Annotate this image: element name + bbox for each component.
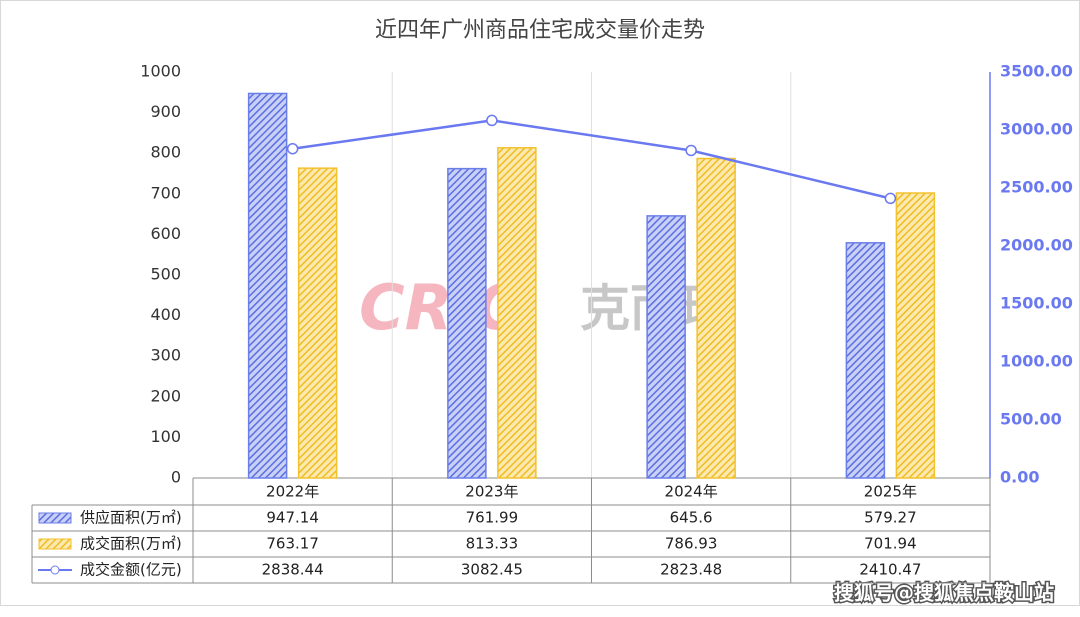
y-tick-label: 700	[150, 183, 181, 202]
legend-label: 供应面积(万㎡)	[80, 509, 182, 527]
bar	[646, 215, 686, 479]
y-tick-label: 1000	[140, 62, 181, 81]
table-cell: 579.27	[864, 509, 917, 527]
line-marker	[486, 114, 498, 127]
y2-tick-label: 500.00	[1000, 410, 1062, 429]
y2-tick-label: 1000.00	[1000, 352, 1073, 371]
x-tick-label: 2025年	[864, 483, 917, 501]
y-tick-label: 500	[150, 265, 181, 284]
table-cell: 763.17	[266, 535, 319, 553]
bar	[696, 157, 736, 479]
x-tick-label: 2024年	[665, 483, 718, 501]
legend-swatch	[38, 512, 72, 524]
bar	[497, 147, 537, 479]
y-tick-label: 600	[150, 224, 181, 243]
bar	[247, 92, 288, 479]
x-tick-label: 2022年	[266, 483, 319, 501]
table-cell: 3082.45	[461, 561, 523, 579]
source: 搜狐号@搜狐焦点鞍山站	[834, 581, 1054, 605]
y2-tick-label: 0.00	[1000, 468, 1039, 487]
table-cell: 2838.44	[262, 561, 324, 579]
y-tick-label: 100	[150, 427, 181, 446]
bar	[297, 167, 338, 479]
line-marker	[286, 142, 299, 155]
y-tick-label: 400	[150, 305, 181, 324]
legend-label: 成交面积(万㎡)	[80, 535, 182, 553]
y2-tick-label: 2000.00	[1000, 236, 1073, 255]
table-cell: 761.99	[466, 509, 519, 527]
y-tick-label: 0	[171, 468, 181, 487]
y2-tick-label: 3000.00	[1000, 120, 1073, 139]
y2-tick-label: 3500.00	[1000, 62, 1073, 81]
table-cell: 2410.47	[859, 561, 921, 579]
chart-title: 近四年广州商品住宅成交量价走势	[375, 18, 705, 43]
watermark: CRIC	[359, 271, 521, 344]
bar	[845, 242, 886, 479]
y-tick-label: 300	[150, 346, 181, 365]
table-cell: 2823.48	[660, 561, 722, 579]
line	[292, 119, 891, 200]
bar	[895, 192, 936, 479]
table-cell: 645.6	[670, 509, 713, 527]
table-cell: 947.14	[266, 509, 319, 527]
y-tick-label: 900	[150, 102, 181, 121]
table-cell: 786.93	[665, 535, 718, 553]
table-cell: 701.94	[864, 535, 917, 553]
table-cell: 813.33	[466, 535, 519, 553]
legend-swatch	[38, 538, 72, 550]
y2-tick-label: 2500.00	[1000, 178, 1073, 197]
y-tick-label: 200	[150, 386, 181, 405]
y-tick-label: 800	[150, 143, 181, 162]
bar	[447, 167, 487, 479]
y2-tick-label: 1500.00	[1000, 294, 1073, 313]
x-tick-label: 2023年	[465, 483, 518, 501]
line-marker	[884, 192, 897, 205]
line-marker	[685, 144, 697, 157]
legend-label: 成交金额(亿元)	[80, 561, 182, 579]
legend-swatch	[50, 565, 60, 575]
